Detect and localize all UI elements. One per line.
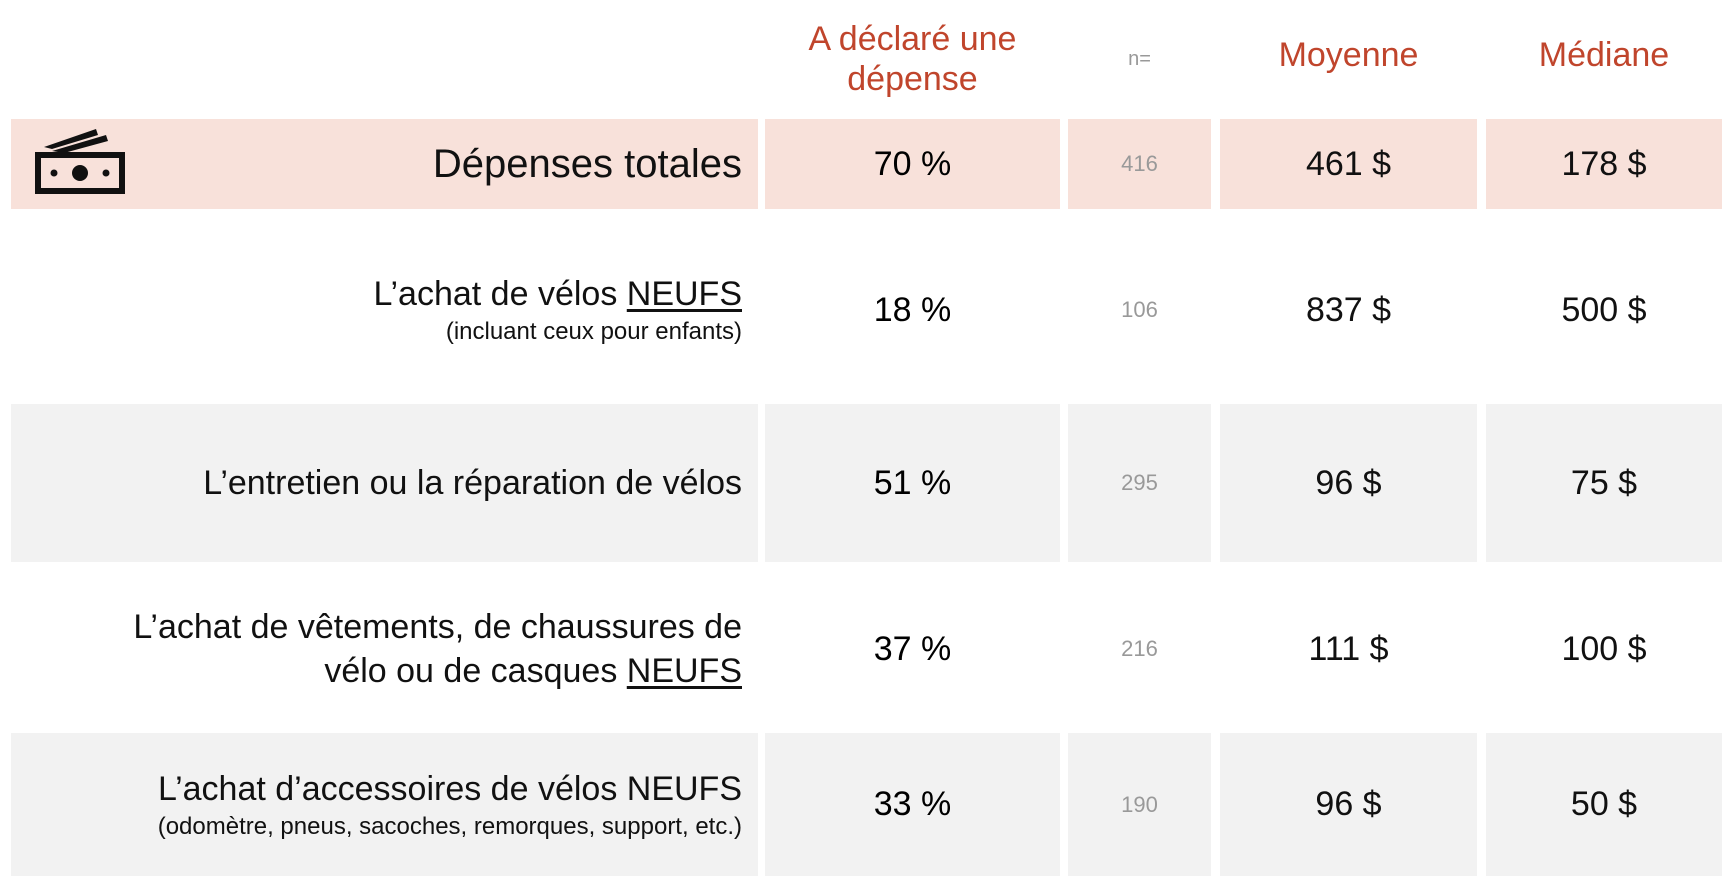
label-line: (odomètre, pneus, sacoches, remorques, s… xyxy=(158,811,742,843)
n: 106 xyxy=(1068,233,1211,387)
label-line: (incluant ceux pour enfants) xyxy=(446,316,742,348)
median: 75 $ xyxy=(1486,404,1722,562)
label-text: Dépenses totales xyxy=(432,142,742,186)
median: 50 $ xyxy=(1486,733,1722,876)
label-line: L’entretien ou la réparation de vélos xyxy=(203,461,742,505)
header-declared: A déclaré une dépense xyxy=(808,19,1017,98)
n: 190 xyxy=(1068,733,1211,876)
mean: 96 $ xyxy=(1220,733,1477,876)
money-icon xyxy=(35,129,125,194)
label-text: L’achat de vélos xyxy=(373,275,627,313)
pct: 18 % xyxy=(765,233,1060,387)
row-label: L’achat de vêtements, de chaussures de vé… xyxy=(11,573,758,725)
row-label: L’achat de vélos NEUFS (incluant ceux pou… xyxy=(11,233,758,387)
median: 100 $ xyxy=(1486,573,1722,725)
pct: 33 % xyxy=(765,733,1060,876)
label-text: L’achat de vêtements, de chaussures de xyxy=(133,608,742,646)
median: 178 $ xyxy=(1486,119,1722,209)
label-text: L’entretien ou la réparation de vélos xyxy=(203,464,742,502)
label-line: L’achat de vêtements, de chaussures de xyxy=(133,605,742,649)
label-text: (odomètre, pneus, sacoches, remorques, s… xyxy=(157,812,742,840)
row-label: Dépenses totales xyxy=(11,119,758,209)
row-label: L’entretien ou la réparation de vélos xyxy=(11,404,758,562)
n: 416 xyxy=(1068,119,1211,209)
mean: 111 $ xyxy=(1220,573,1477,725)
mean: 96 $ xyxy=(1220,404,1477,562)
label-line: L’achat d’accessoires de vélos NEUFS xyxy=(158,767,742,811)
header-n: n= xyxy=(1128,47,1151,70)
label-text: L’achat d’accessoires de vélos NEUFS xyxy=(158,769,742,808)
pct: 37 % xyxy=(765,573,1060,725)
mean: 837 $ xyxy=(1220,233,1477,387)
label-emph: NEUFS xyxy=(626,652,742,690)
label-line: vélo ou de casques NEUFS xyxy=(324,649,742,693)
n: 295 xyxy=(1068,404,1211,562)
header-mean: Moyenne xyxy=(1278,36,1419,74)
label-line: L’achat de vélos NEUFS xyxy=(373,272,742,316)
row-label: L’achat d’accessoires de vélos NEUFS (odo… xyxy=(11,733,758,876)
mean: 461 $ xyxy=(1220,119,1477,209)
label-emph: NEUFS xyxy=(626,275,742,313)
pct: 51 % xyxy=(765,404,1060,562)
label-text: vélo ou de casques xyxy=(324,652,627,690)
pct: 70 % xyxy=(765,119,1060,209)
header-median: Médiane xyxy=(1538,36,1670,74)
label-text: (incluant ceux pour enfants) xyxy=(445,318,742,345)
median: 500 $ xyxy=(1486,233,1722,387)
n: 216 xyxy=(1068,573,1211,725)
label-line: Dépenses totales xyxy=(433,142,742,186)
